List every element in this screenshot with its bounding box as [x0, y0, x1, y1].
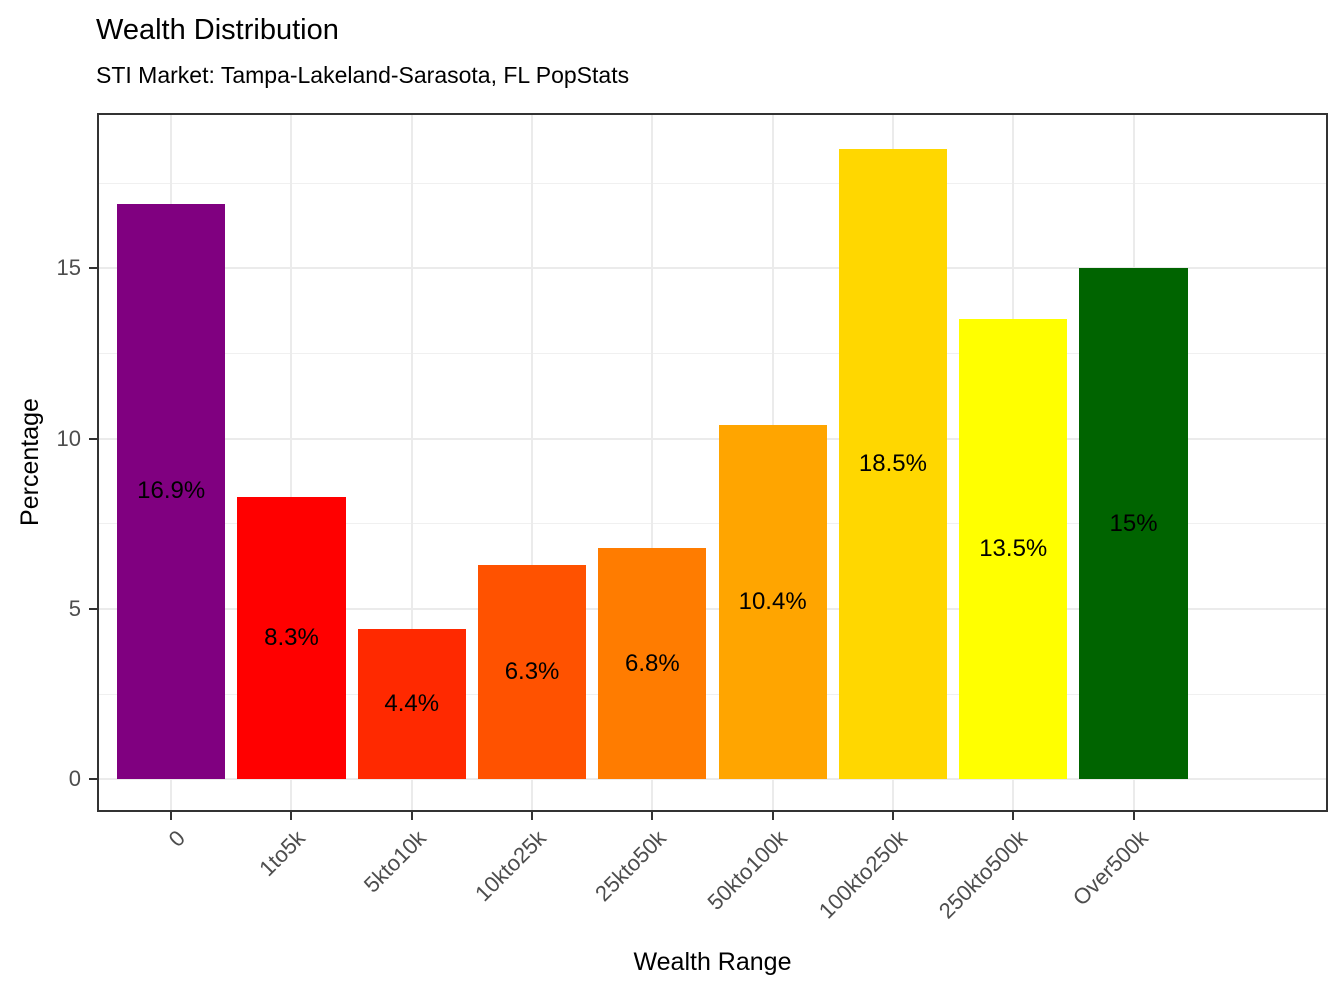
bar-0	[117, 203, 226, 780]
y-tick-label-15: 15	[56, 255, 81, 281]
x-tick-250kto500k	[1012, 812, 1015, 820]
bar-label-10kto25k: 6.3%	[504, 658, 560, 686]
x-tick-50kto100k	[771, 812, 774, 820]
y-tick-0	[89, 778, 97, 781]
y-tick-10	[89, 437, 97, 440]
bar-25kto50k	[598, 547, 707, 780]
bar-label-25kto50k: 6.8%	[624, 649, 680, 677]
bar-label-50kto100k: 10.4%	[738, 588, 807, 616]
x-tick-25kto50k	[651, 812, 654, 820]
chart-subtitle: STI Market: Tampa-Lakeland-Sarasota, FL …	[96, 62, 630, 88]
chart-title: Wealth Distribution	[96, 14, 339, 46]
x-tick-100kto250k	[891, 812, 894, 820]
plot-panel: 16.9% 8.3% 4.4% 6.3% 6.8% 10.4% 18.5% 13.5% 15%	[97, 113, 1328, 812]
bar-label-5kto10k: 4.4%	[384, 690, 440, 718]
bar-label-0: 16.9%	[137, 477, 206, 505]
bar-label-Over500k: 15%	[1109, 509, 1158, 537]
gridline-minor-y-17.5	[99, 182, 1326, 184]
y-tick-label-10: 10	[56, 425, 81, 451]
gridline-major-y-10	[99, 437, 1326, 440]
x-tick-0	[170, 812, 173, 820]
gridline-minor-y-7.5	[99, 523, 1326, 525]
y-tick-label-5: 5	[68, 595, 81, 621]
bar-Over500k	[1079, 268, 1188, 780]
bar-50kto100k	[718, 425, 827, 780]
bar-label-1to5k: 8.3%	[264, 623, 319, 651]
gridline-minor-y-2.5	[99, 693, 1326, 695]
bar-label-100kto250k: 18.5%	[858, 450, 927, 478]
gridline-major-x-1to5k	[290, 115, 293, 810]
gridline-minor-y-12.5	[99, 352, 1326, 354]
gridline-major-x-10kto25k	[531, 115, 534, 810]
gridline-major-y-15	[99, 267, 1326, 270]
x-tick-5kto10k	[410, 812, 413, 820]
y-tick-label-0: 0	[68, 766, 81, 792]
bar-1to5k	[237, 496, 346, 780]
gridline-major-y-5	[99, 607, 1326, 610]
gridline-major-x-25kto50k	[651, 115, 654, 810]
bar-10kto25k	[477, 564, 587, 780]
y-tick-5	[89, 607, 97, 610]
bar-250kto500k	[959, 319, 1068, 780]
y-tick-15	[89, 267, 97, 270]
y-axis-title: Percentage	[16, 398, 44, 526]
bar-label-250kto500k: 13.5%	[979, 535, 1048, 563]
bar-100kto250k	[838, 149, 948, 780]
gridline-major-y-0	[99, 778, 1326, 781]
x-tick-10kto25k	[531, 812, 534, 820]
gridline-major-x-5kto10k	[410, 115, 413, 810]
x-tick-1to5k	[290, 812, 293, 820]
bar-5kto10k	[357, 629, 466, 780]
x-tick-Over500k	[1132, 812, 1135, 820]
x-axis-title: Wealth Range	[633, 948, 792, 976]
